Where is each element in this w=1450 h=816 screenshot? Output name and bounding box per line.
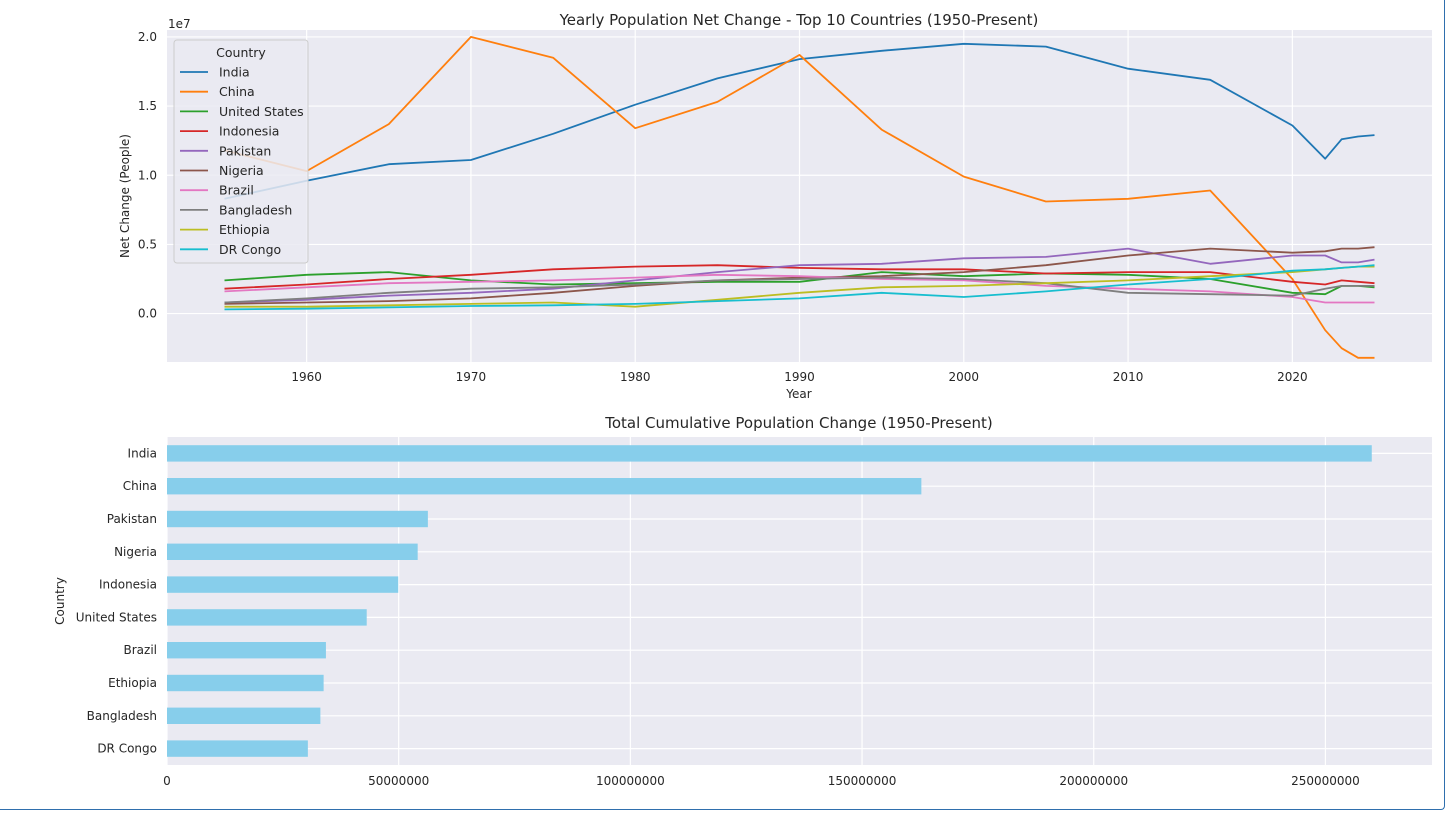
bar-chart-bars [167, 445, 1372, 757]
bar-dr-congo [167, 740, 308, 757]
legend-label: United States [219, 104, 304, 119]
bar-chart-category-label: DR Congo [97, 742, 157, 756]
bar-chart-x-tick-label: 150000000 [828, 774, 897, 788]
bar-nigeria [167, 543, 418, 560]
bar-chart-x-tick-label: 100000000 [596, 774, 665, 788]
series-line-indonesia [224, 264, 1375, 290]
bar-china [167, 478, 922, 495]
legend-label: Pakistan [219, 143, 271, 158]
legend-label: Nigeria [219, 163, 264, 178]
line-chart-grid [167, 30, 1432, 362]
legend-label: Ethiopia [219, 222, 270, 237]
series-line-pakistan [224, 247, 1375, 304]
line-chart-y-axis-label: Net Change (People) [118, 134, 132, 258]
legend-box [173, 39, 309, 264]
bar-chart-x-tick-label: 250000000 [1291, 774, 1360, 788]
series-line-brazil [224, 273, 1375, 304]
line-chart-y-tick-label: 0.0 [138, 307, 157, 321]
bar-brazil [167, 642, 326, 659]
bar-chart-category-label: Ethiopia [108, 676, 157, 690]
series-line-dr-congo [224, 264, 1375, 311]
bar-chart-category-label: Brazil [124, 643, 158, 657]
series-line-india [224, 42, 1375, 200]
bar-chart-y-axis-label: Country [53, 577, 67, 625]
legend-label: Brazil [219, 183, 254, 198]
legend-items: India China United States Indonesia Pakistan… [180, 65, 304, 257]
bar-chart-category-label: United States [76, 610, 157, 624]
line-chart-legend: Country India China United States Indonesia… [173, 39, 309, 264]
bar-united-states [167, 609, 367, 626]
legend-label: Bangladesh [219, 202, 292, 217]
legend-label: China [219, 84, 255, 99]
bar-pakistan [167, 510, 428, 528]
bar-indonesia [167, 576, 399, 593]
bar-bangladesh [167, 707, 321, 724]
line-chart-y-offset-label: 1e7 [168, 17, 191, 31]
bar-india [167, 445, 1372, 462]
line-chart-x-tick-label: 2010 [1113, 370, 1144, 384]
legend-title: Country [216, 45, 266, 60]
bar-chart-x-tick-label: 50000000 [368, 774, 429, 788]
bar-chart-x-tick-label: 200000000 [1059, 774, 1128, 788]
legend-label: Indonesia [219, 124, 279, 139]
line-chart-series [224, 36, 1375, 359]
bar-chart-category-label: Nigeria [114, 545, 157, 559]
bar-ethiopia [167, 674, 324, 692]
line-chart-title: Yearly Population Net Change - Top 10 Co… [559, 11, 1039, 29]
line-chart-x-tick-label: 1960 [291, 370, 322, 384]
series-line-china [224, 36, 1375, 359]
bar-chart-category-label: Indonesia [99, 578, 157, 592]
series-line-nigeria [224, 246, 1375, 305]
line-chart-x-tick-label: 1970 [456, 370, 487, 384]
legend-label: DR Congo [219, 242, 281, 257]
line-chart-x-tick-label: 1980 [620, 370, 651, 384]
line-chart-y-tick-label: 1.0 [138, 168, 157, 182]
bar-chart-title: Total Cumulative Population Change (1950… [604, 414, 993, 432]
line-chart-x-tick-label: 2020 [1277, 370, 1308, 384]
line-chart: 1960 1970 1980 1990 2000 2010 2020 0.0 0.5 1.0 1.… [118, 11, 1432, 401]
bar-chart-x-tick-label: 0 [163, 774, 171, 788]
legend-label: India [219, 65, 250, 80]
line-chart-y-ticks: 0.0 0.5 1.0 1.5 2.0 [138, 30, 157, 321]
series-line-bangladesh [224, 276, 1375, 304]
bar-chart-category-label: Pakistan [107, 512, 157, 526]
bar-chart-category-label: Bangladesh [87, 709, 157, 723]
bar-chart-x-ticks: 0 50000000 100000000 150000000 200000000 2500… [163, 774, 1360, 788]
line-chart-x-tick-label: 2000 [949, 370, 980, 384]
line-chart-x-ticks: 1960 1970 1980 1990 2000 2010 2020 [291, 370, 1307, 384]
line-chart-x-tick-label: 1990 [784, 370, 815, 384]
line-chart-x-axis-label: Year [785, 387, 811, 401]
bar-chart-category-label: India [128, 446, 157, 460]
line-chart-y-tick-label: 2.0 [138, 30, 157, 44]
line-chart-y-tick-label: 0.5 [138, 237, 157, 251]
bar-chart-category-label: China [123, 479, 157, 493]
bar-chart-category-labels: India China Pakistan Nigeria Indonesia United… [76, 446, 157, 755]
bar-chart: 0 50000000 100000000 150000000 200000000 2500… [53, 414, 1432, 788]
line-chart-y-tick-label: 1.5 [138, 99, 157, 113]
